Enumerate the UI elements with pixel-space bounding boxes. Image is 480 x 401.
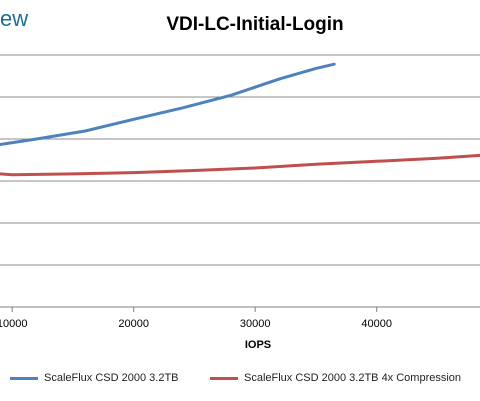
grid-lines bbox=[0, 54, 480, 308]
x-axis-ticks: 10000 20000 30000 40000 bbox=[0, 307, 392, 330]
x-tick-label-3: 40000 bbox=[361, 318, 392, 330]
x-tick-label-0: 10000 bbox=[0, 318, 27, 330]
chart-title: VDI-LC-Initial-Login bbox=[166, 14, 344, 35]
series-lines bbox=[0, 62, 480, 177]
brand-logo-text: ew bbox=[0, 6, 29, 31]
legend-swatch-series-2 bbox=[210, 376, 238, 380]
x-axis-label: IOPS bbox=[245, 339, 271, 351]
legend-item-series-1: ScaleFlux CSD 2000 3.2TB bbox=[10, 372, 179, 384]
legend-label-series-2: ScaleFlux CSD 2000 3.2TB 4x Compression bbox=[244, 372, 462, 384]
series-line-1 bbox=[0, 62, 336, 146]
legend-swatch-series-1 bbox=[10, 376, 38, 380]
x-tick-label-2: 30000 bbox=[240, 318, 271, 330]
x-tick-label-1: 20000 bbox=[118, 318, 149, 330]
legend-item-series-2: ScaleFlux CSD 2000 3.2TB 4x Compression bbox=[210, 372, 461, 384]
legend-label-series-1: ScaleFlux CSD 2000 3.2TB bbox=[44, 372, 179, 384]
series-line-2 bbox=[0, 153, 480, 177]
